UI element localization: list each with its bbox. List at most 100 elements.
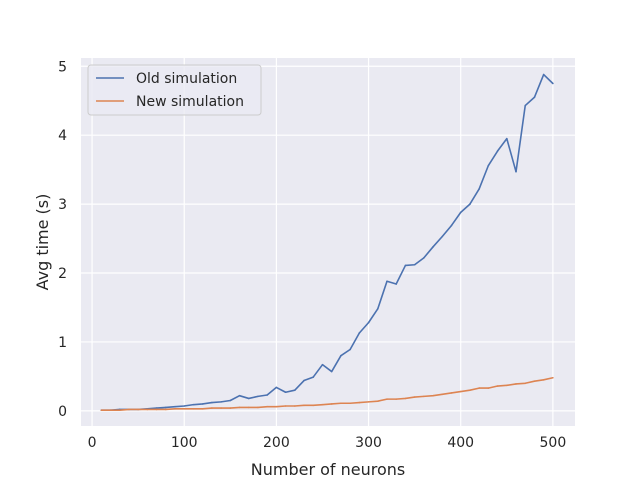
data-point — [441, 393, 444, 396]
data-point — [294, 405, 296, 407]
x-tick-label: 200 — [263, 435, 290, 451]
legend-label-old-simulation: Old simulation — [136, 71, 237, 87]
data-point — [128, 408, 130, 411]
data-point — [506, 137, 508, 140]
data-point — [386, 280, 388, 283]
series-new-simulation — [100, 376, 554, 411]
data-point — [496, 150, 499, 152]
data-point — [146, 408, 149, 411]
data-point — [524, 104, 527, 107]
data-point — [404, 264, 407, 267]
x-tick-label: 100 — [171, 435, 198, 451]
x-tick-label: 400 — [447, 435, 474, 451]
data-point — [506, 384, 508, 387]
legend-box — [87, 64, 262, 116]
data-point — [266, 394, 268, 396]
data-point — [220, 407, 222, 409]
x-tick-label: 0 — [88, 435, 97, 451]
data-point — [155, 408, 158, 411]
data-point — [552, 82, 554, 85]
data-point — [174, 405, 176, 408]
data-point — [386, 398, 388, 400]
y-tick-label: 2 — [58, 266, 67, 282]
data-point — [312, 376, 315, 378]
data-point — [100, 409, 103, 411]
data-point — [330, 403, 333, 405]
data-point — [552, 376, 554, 379]
data-point — [515, 383, 517, 385]
data-point — [220, 401, 222, 403]
data-point — [266, 405, 268, 408]
data-point — [349, 402, 351, 405]
data-point — [229, 407, 232, 409]
x-axis-label: Number of neurons — [251, 460, 405, 479]
data-point — [533, 380, 536, 383]
data-point — [164, 408, 167, 411]
data-point — [183, 405, 186, 407]
data-point — [211, 401, 213, 404]
data-point — [294, 389, 296, 391]
data-point — [487, 164, 490, 167]
data-point — [395, 398, 398, 400]
data-point — [321, 363, 324, 366]
data-point — [340, 402, 342, 405]
data-point — [275, 405, 278, 408]
y-tick-labels: 0 1 2 3 4 5 — [58, 59, 67, 420]
grid-lines — [81, 58, 575, 426]
data-point — [413, 263, 416, 266]
data-point — [459, 390, 462, 393]
data-point — [432, 246, 434, 248]
legend-label-new-simulation: New simulation — [136, 94, 244, 110]
plot-area — [81, 58, 575, 426]
data-point — [183, 407, 186, 410]
data-point — [238, 406, 241, 409]
data-point — [469, 389, 471, 391]
data-point — [423, 257, 425, 259]
data-point — [358, 332, 361, 334]
data-point — [303, 404, 305, 407]
data-point — [367, 401, 370, 403]
data-point — [312, 404, 315, 407]
data-point — [441, 235, 444, 238]
data-point — [524, 382, 527, 385]
data-point — [201, 403, 204, 405]
y-tick-label: 4 — [58, 128, 67, 144]
data-point — [109, 409, 112, 411]
data-point — [247, 397, 250, 400]
data-point — [349, 348, 351, 351]
data-point — [413, 396, 416, 398]
data-point — [321, 403, 324, 406]
data-point — [164, 406, 167, 409]
y-axis-label: Avg time (s) — [33, 194, 52, 291]
x-tick-labels: 0 100 200 300 400 500 — [88, 435, 567, 451]
data-point — [367, 321, 370, 324]
data-point — [137, 408, 139, 411]
legend: Old simulation New simulation — [87, 64, 262, 116]
data-point — [303, 379, 305, 382]
data-point — [257, 395, 259, 398]
data-point — [284, 405, 287, 407]
data-point — [284, 391, 287, 394]
data-point — [257, 406, 259, 409]
y-tick-label: 3 — [58, 197, 67, 213]
data-point — [542, 379, 545, 381]
x-tick-label: 300 — [355, 435, 382, 451]
data-point — [478, 188, 480, 190]
data-point — [201, 407, 204, 410]
y-tick-label: 1 — [58, 335, 67, 351]
data-point — [358, 401, 361, 404]
data-point — [515, 170, 517, 173]
series-line — [101, 73, 554, 411]
data-point — [174, 407, 176, 410]
y-tick-label: 0 — [58, 404, 67, 420]
data-point — [432, 394, 434, 397]
data-point — [155, 407, 158, 409]
data-point — [487, 387, 490, 389]
data-point — [423, 395, 425, 398]
data-point — [330, 370, 333, 373]
data-point — [211, 407, 213, 409]
data-point — [192, 403, 195, 406]
data-point — [376, 308, 379, 310]
data-point — [496, 385, 499, 387]
